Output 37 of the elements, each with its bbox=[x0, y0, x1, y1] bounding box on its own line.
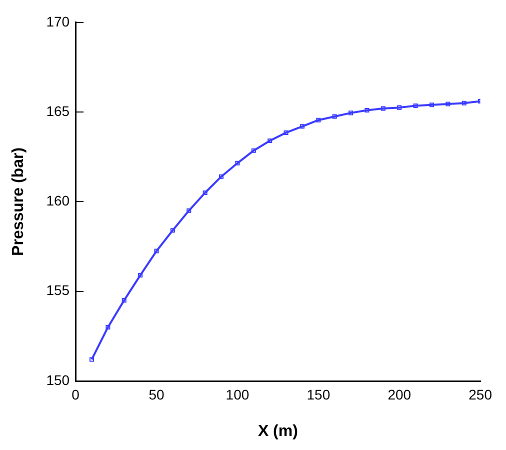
point bbox=[284, 130, 288, 135]
x-tick-label: 0 bbox=[72, 386, 80, 402]
point bbox=[364, 108, 370, 113]
x-tick-label: 150 bbox=[306, 386, 330, 402]
point bbox=[154, 248, 159, 254]
point bbox=[413, 104, 418, 108]
x-axis-title: X (m) bbox=[258, 422, 298, 440]
y-axis-title: Pressure (bar) bbox=[10, 147, 28, 256]
point bbox=[446, 102, 450, 106]
x-tick-label: 250 bbox=[468, 386, 492, 402]
point bbox=[170, 228, 175, 233]
point bbox=[316, 118, 321, 122]
point bbox=[89, 357, 94, 362]
point bbox=[462, 100, 466, 106]
point bbox=[106, 324, 110, 330]
y-tick-label: 160 bbox=[46, 192, 70, 209]
point bbox=[429, 102, 434, 108]
point bbox=[219, 174, 224, 179]
x-tick-label: 50 bbox=[148, 386, 165, 402]
y-tick-label: 165 bbox=[46, 102, 70, 119]
point bbox=[332, 114, 337, 119]
y-tick-label: 155 bbox=[46, 282, 70, 298]
point bbox=[380, 106, 386, 111]
x-tick-label: 100 bbox=[226, 386, 250, 402]
point bbox=[251, 148, 256, 153]
point bbox=[268, 138, 272, 144]
point bbox=[235, 160, 240, 166]
point bbox=[300, 124, 304, 129]
y-tick-label: 170 bbox=[46, 13, 70, 30]
point bbox=[348, 110, 354, 116]
point bbox=[122, 298, 126, 303]
point bbox=[397, 105, 402, 110]
x-tick-label: 200 bbox=[388, 386, 412, 402]
point bbox=[202, 190, 208, 196]
point bbox=[138, 272, 143, 278]
y-tick-label: 150 bbox=[46, 372, 70, 388]
point bbox=[186, 208, 192, 213]
